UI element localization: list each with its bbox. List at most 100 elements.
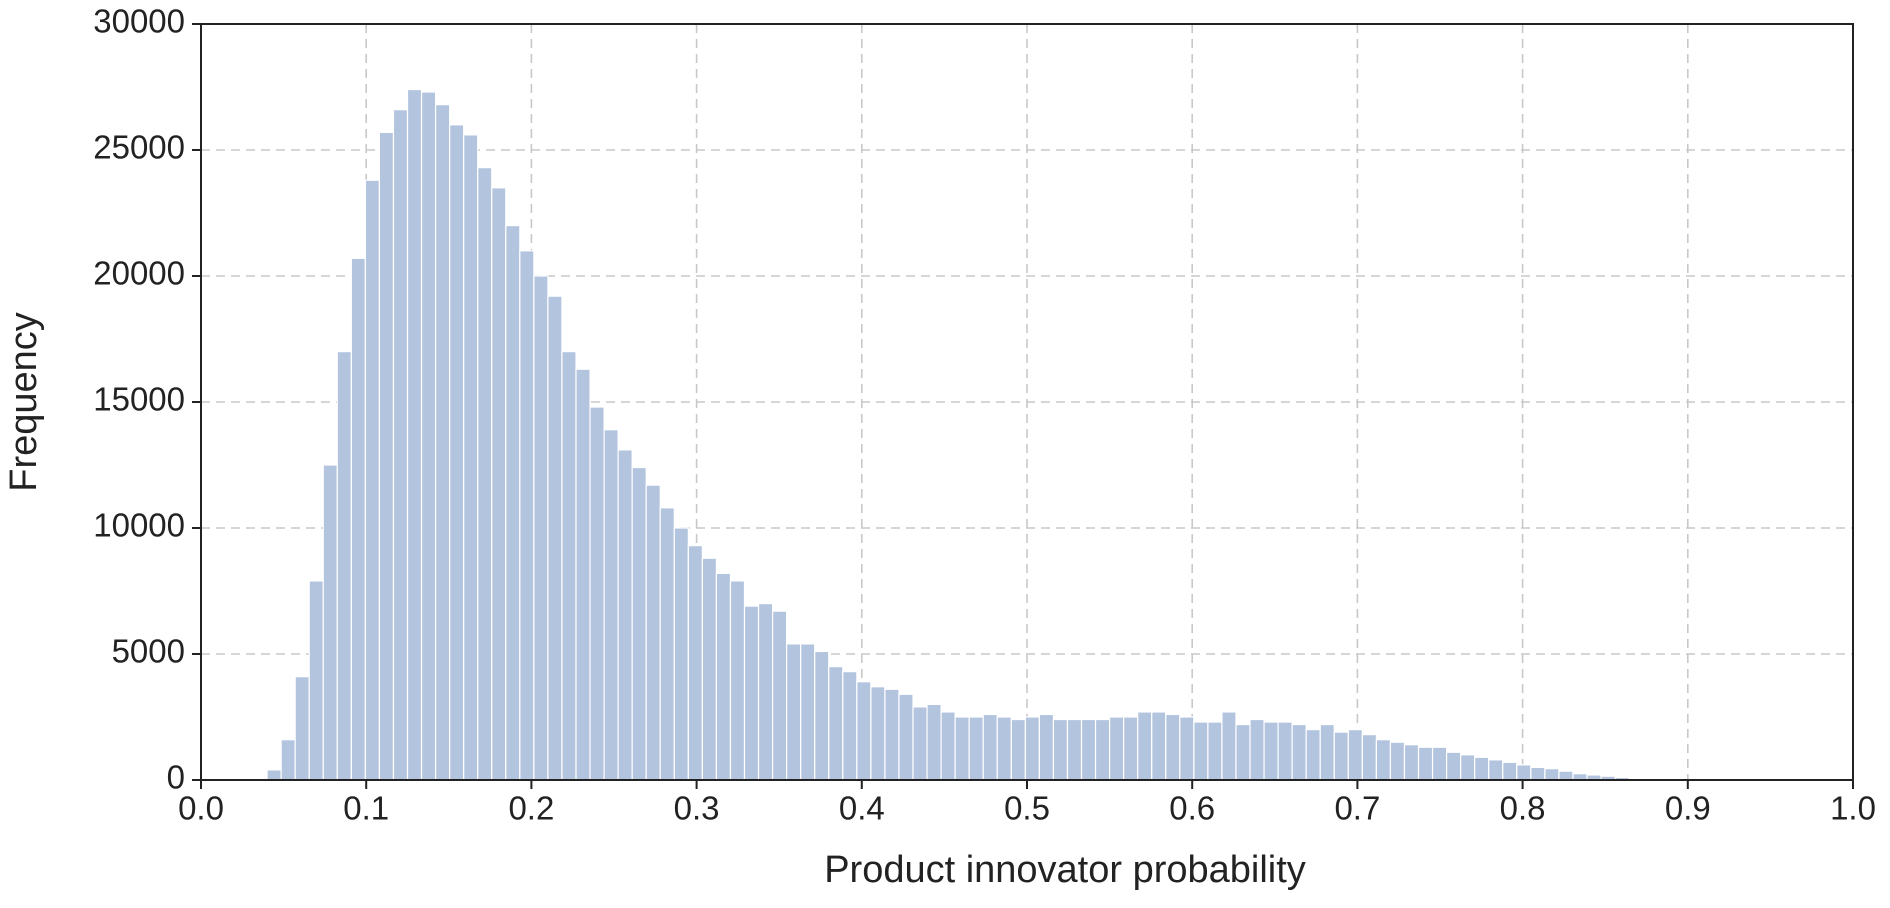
bar [1235,723,1251,781]
bar [1417,746,1434,781]
bar [449,124,465,781]
bar [1305,728,1321,781]
bar [757,602,774,781]
bar [1263,721,1279,781]
bar [434,104,451,781]
bar [1389,741,1406,781]
bar [996,716,1012,781]
x-axis-label: Product innovator probability [824,849,1306,891]
bar [743,605,760,781]
bar [1516,764,1532,781]
bar [1446,751,1462,781]
bar [701,557,718,781]
bar [603,429,619,781]
bar [842,671,858,781]
bar [1024,716,1040,781]
y-tick-label: 5000 [112,633,185,670]
bar [1052,718,1069,781]
bar [715,572,732,781]
bar [294,676,310,781]
bar [1502,761,1518,781]
bar [1375,739,1392,781]
bar [533,275,549,781]
bar [926,703,942,781]
bar [884,688,900,781]
bar [477,167,493,781]
bar [505,225,521,781]
bar [1038,713,1055,781]
x-tick-label: 1.0 [1830,790,1876,827]
x-tick-label: 0.0 [178,790,224,827]
y-tick-label: 25000 [93,129,185,166]
x-tick-label: 0.6 [1169,790,1215,827]
bar [1347,728,1363,781]
bar [364,179,381,781]
bar [1474,756,1490,781]
bar [940,711,956,781]
bar [1179,716,1195,781]
bar [463,134,479,781]
bar [771,610,788,781]
bar [828,665,844,781]
bar [350,257,366,781]
x-tick-label: 0.3 [674,790,720,827]
x-tick-label: 0.8 [1500,790,1546,827]
bar [1558,770,1574,781]
bar [1094,718,1111,781]
bar [982,713,998,781]
bar [1403,744,1420,781]
bar [491,187,507,781]
bar [1277,721,1293,781]
bar [1291,723,1307,781]
bar [336,351,352,781]
bar [1066,718,1083,781]
bar [1193,721,1209,781]
bar [814,650,830,781]
bar [266,769,282,781]
bar [1319,723,1335,781]
bar [1333,731,1349,781]
bar [378,131,395,781]
y-tick-label: 10000 [93,507,185,544]
bar [1165,713,1181,781]
bar [870,686,886,781]
y-axis-label: Frequency [3,312,45,492]
bar [1151,711,1167,781]
bar [589,406,605,781]
x-tick-label: 0.9 [1665,790,1711,827]
bar [519,250,535,781]
bar [420,91,437,781]
bar [786,643,802,781]
bar [280,739,296,781]
bar [673,527,689,781]
bar [1544,768,1560,781]
y-tick-label: 15000 [93,381,185,418]
bar [406,88,423,781]
bar [645,484,661,781]
bar [659,507,675,781]
bar [392,109,409,781]
bar [968,716,984,781]
bar [1207,721,1223,781]
x-tick-label: 0.4 [839,790,885,827]
bar [1137,711,1153,781]
bar [1123,716,1139,781]
plot-frame [200,23,1854,781]
bar [687,545,703,781]
bar [1010,718,1026,781]
bar [898,693,914,781]
bar [322,464,338,781]
y-tick-label: 0 [167,759,185,796]
bar [856,681,872,781]
bar [617,449,633,781]
bar [1221,711,1237,781]
bar [308,580,324,781]
x-tick-label: 0.7 [1334,790,1380,827]
bar [800,643,816,781]
y-tick-label: 20000 [93,255,185,292]
bar [1108,716,1125,781]
bar [1249,718,1265,781]
bar [912,706,928,781]
